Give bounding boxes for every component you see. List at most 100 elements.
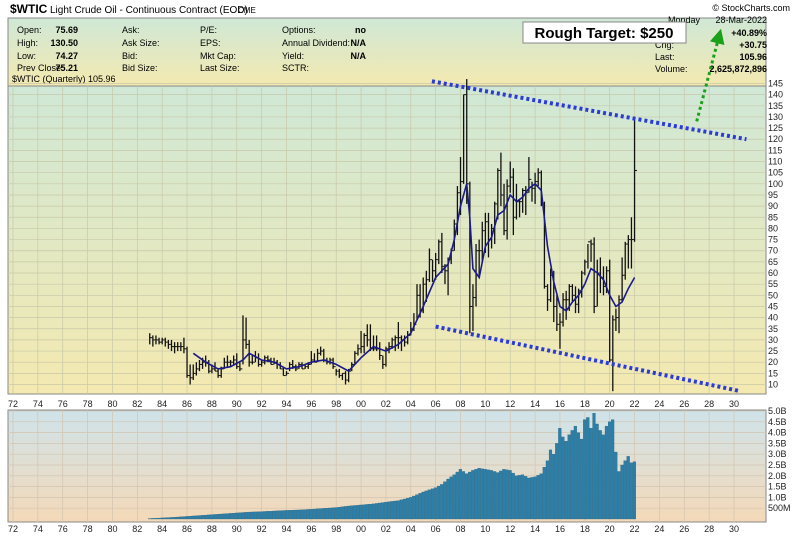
volume-bar [256,511,260,520]
x-tick-label: 26 [679,524,689,534]
price-axis: 1015202530354045505560657075808590951001… [768,79,783,390]
volume-bar [368,503,372,520]
price-tick-label: 140 [768,90,783,100]
volume-bar [533,476,537,520]
volume-bar [539,473,543,520]
chart-legend: $WTIC (Quarterly) 105.96 [12,74,116,84]
volume-bar [477,468,481,520]
volume-bar [530,477,534,520]
x-tick-label: 72 [8,399,18,409]
price-tick-label: 65 [768,257,778,267]
volume-bar [583,419,587,520]
quote-label: Options: [282,25,316,35]
x-tick-label: 04 [406,524,416,534]
volume-bar [399,499,403,520]
volume-bar [496,472,500,520]
volume-bar [350,505,354,520]
quote-label: Volume: [655,64,688,74]
x-tick-label: 14 [530,399,540,409]
volume-bar [278,510,282,520]
price-tick-label: 110 [768,157,782,167]
price-tick-label: 35 [768,324,778,334]
volume-bar [325,508,329,520]
volume-bar [412,495,416,520]
price-tick-label: 95 [768,190,778,200]
volume-bar [343,506,347,520]
trendlines [431,79,747,394]
quote-label: Yield: [282,51,304,61]
price-tick-label: 15 [768,368,778,378]
volume-bar [517,475,521,520]
volume-bar [433,487,438,520]
x-tick-label: 28 [704,399,714,409]
quote-label: Mkt Cap: [200,51,236,61]
volume-bar [297,509,301,520]
x-tick-label: 74 [33,524,43,534]
x-tick-label: 82 [132,524,142,534]
x-tick-label: 20 [605,524,615,534]
volume-bar [443,481,447,520]
volume-tick-label: 4.0B [768,428,787,438]
x-tick-label: 96 [306,399,316,409]
x-tick-label: 94 [281,399,291,409]
price-tick-label: 120 [768,134,783,144]
quote-label: Ask: [122,25,140,35]
volume-bar [415,494,419,520]
x-tick-label: 14 [530,524,540,534]
volume-bar [405,498,410,520]
volume-bar [182,516,186,520]
price-tick-label: 75 [768,235,778,245]
x-tick-label: 88 [207,399,217,409]
volume-bar [269,511,273,520]
volume-bar [427,489,431,520]
volume-bar [430,488,434,520]
volume-panel [7,409,767,523]
volume-bar [219,513,223,520]
volume-bar [275,510,279,520]
volume-bar [303,509,307,520]
volume-bar [169,517,173,520]
price-tick-label: 20 [768,357,778,367]
volume-bar [452,474,456,520]
x-tick-label: 80 [107,524,117,534]
volume-bar [461,471,466,520]
volume-bar [499,470,503,520]
volume-tick-label: 3.5B [768,438,787,448]
volume-bar [527,477,531,520]
volume-tick-label: 2.5B [768,460,787,470]
x-tick-label: 16 [555,524,565,534]
x-tick-label: 84 [157,524,167,534]
instrument-name: Light Crude Oil - Continuous Contract (E… [50,5,248,16]
x-tick-label: 28 [704,524,714,534]
volume-bar [365,504,369,520]
moving-average-line [192,182,636,373]
volume-bar [455,471,459,520]
volume-tick-label: 4.5B [768,417,787,427]
volume-bar [555,443,559,520]
price-tick-label: 60 [768,268,778,278]
volume-bar [176,516,180,520]
volume-bar [384,502,388,520]
x-tick-label: 76 [58,399,68,409]
volume-bar [402,498,406,520]
volume-bar [253,511,257,520]
volume-bar [458,469,462,520]
price-panel [7,85,767,395]
volume-bar [157,517,161,520]
x-tick-label: 80 [107,399,117,409]
x-tick-label: 08 [456,399,466,409]
volume-bar [259,511,264,520]
volume-bar [564,441,568,520]
volume-bar [623,460,627,520]
volume-bar [337,507,341,520]
price-tick-label: 50 [768,290,778,300]
volume-bar [163,517,167,520]
volume-bar [231,513,236,520]
x-tick-label: 72 [8,524,18,534]
volume-bar [573,425,577,520]
x-tick-label: 30 [729,399,739,409]
volume-bar [290,509,295,520]
volume-bar [179,516,183,520]
x-tick-label: 10 [480,524,490,534]
volume-bar [328,507,332,520]
